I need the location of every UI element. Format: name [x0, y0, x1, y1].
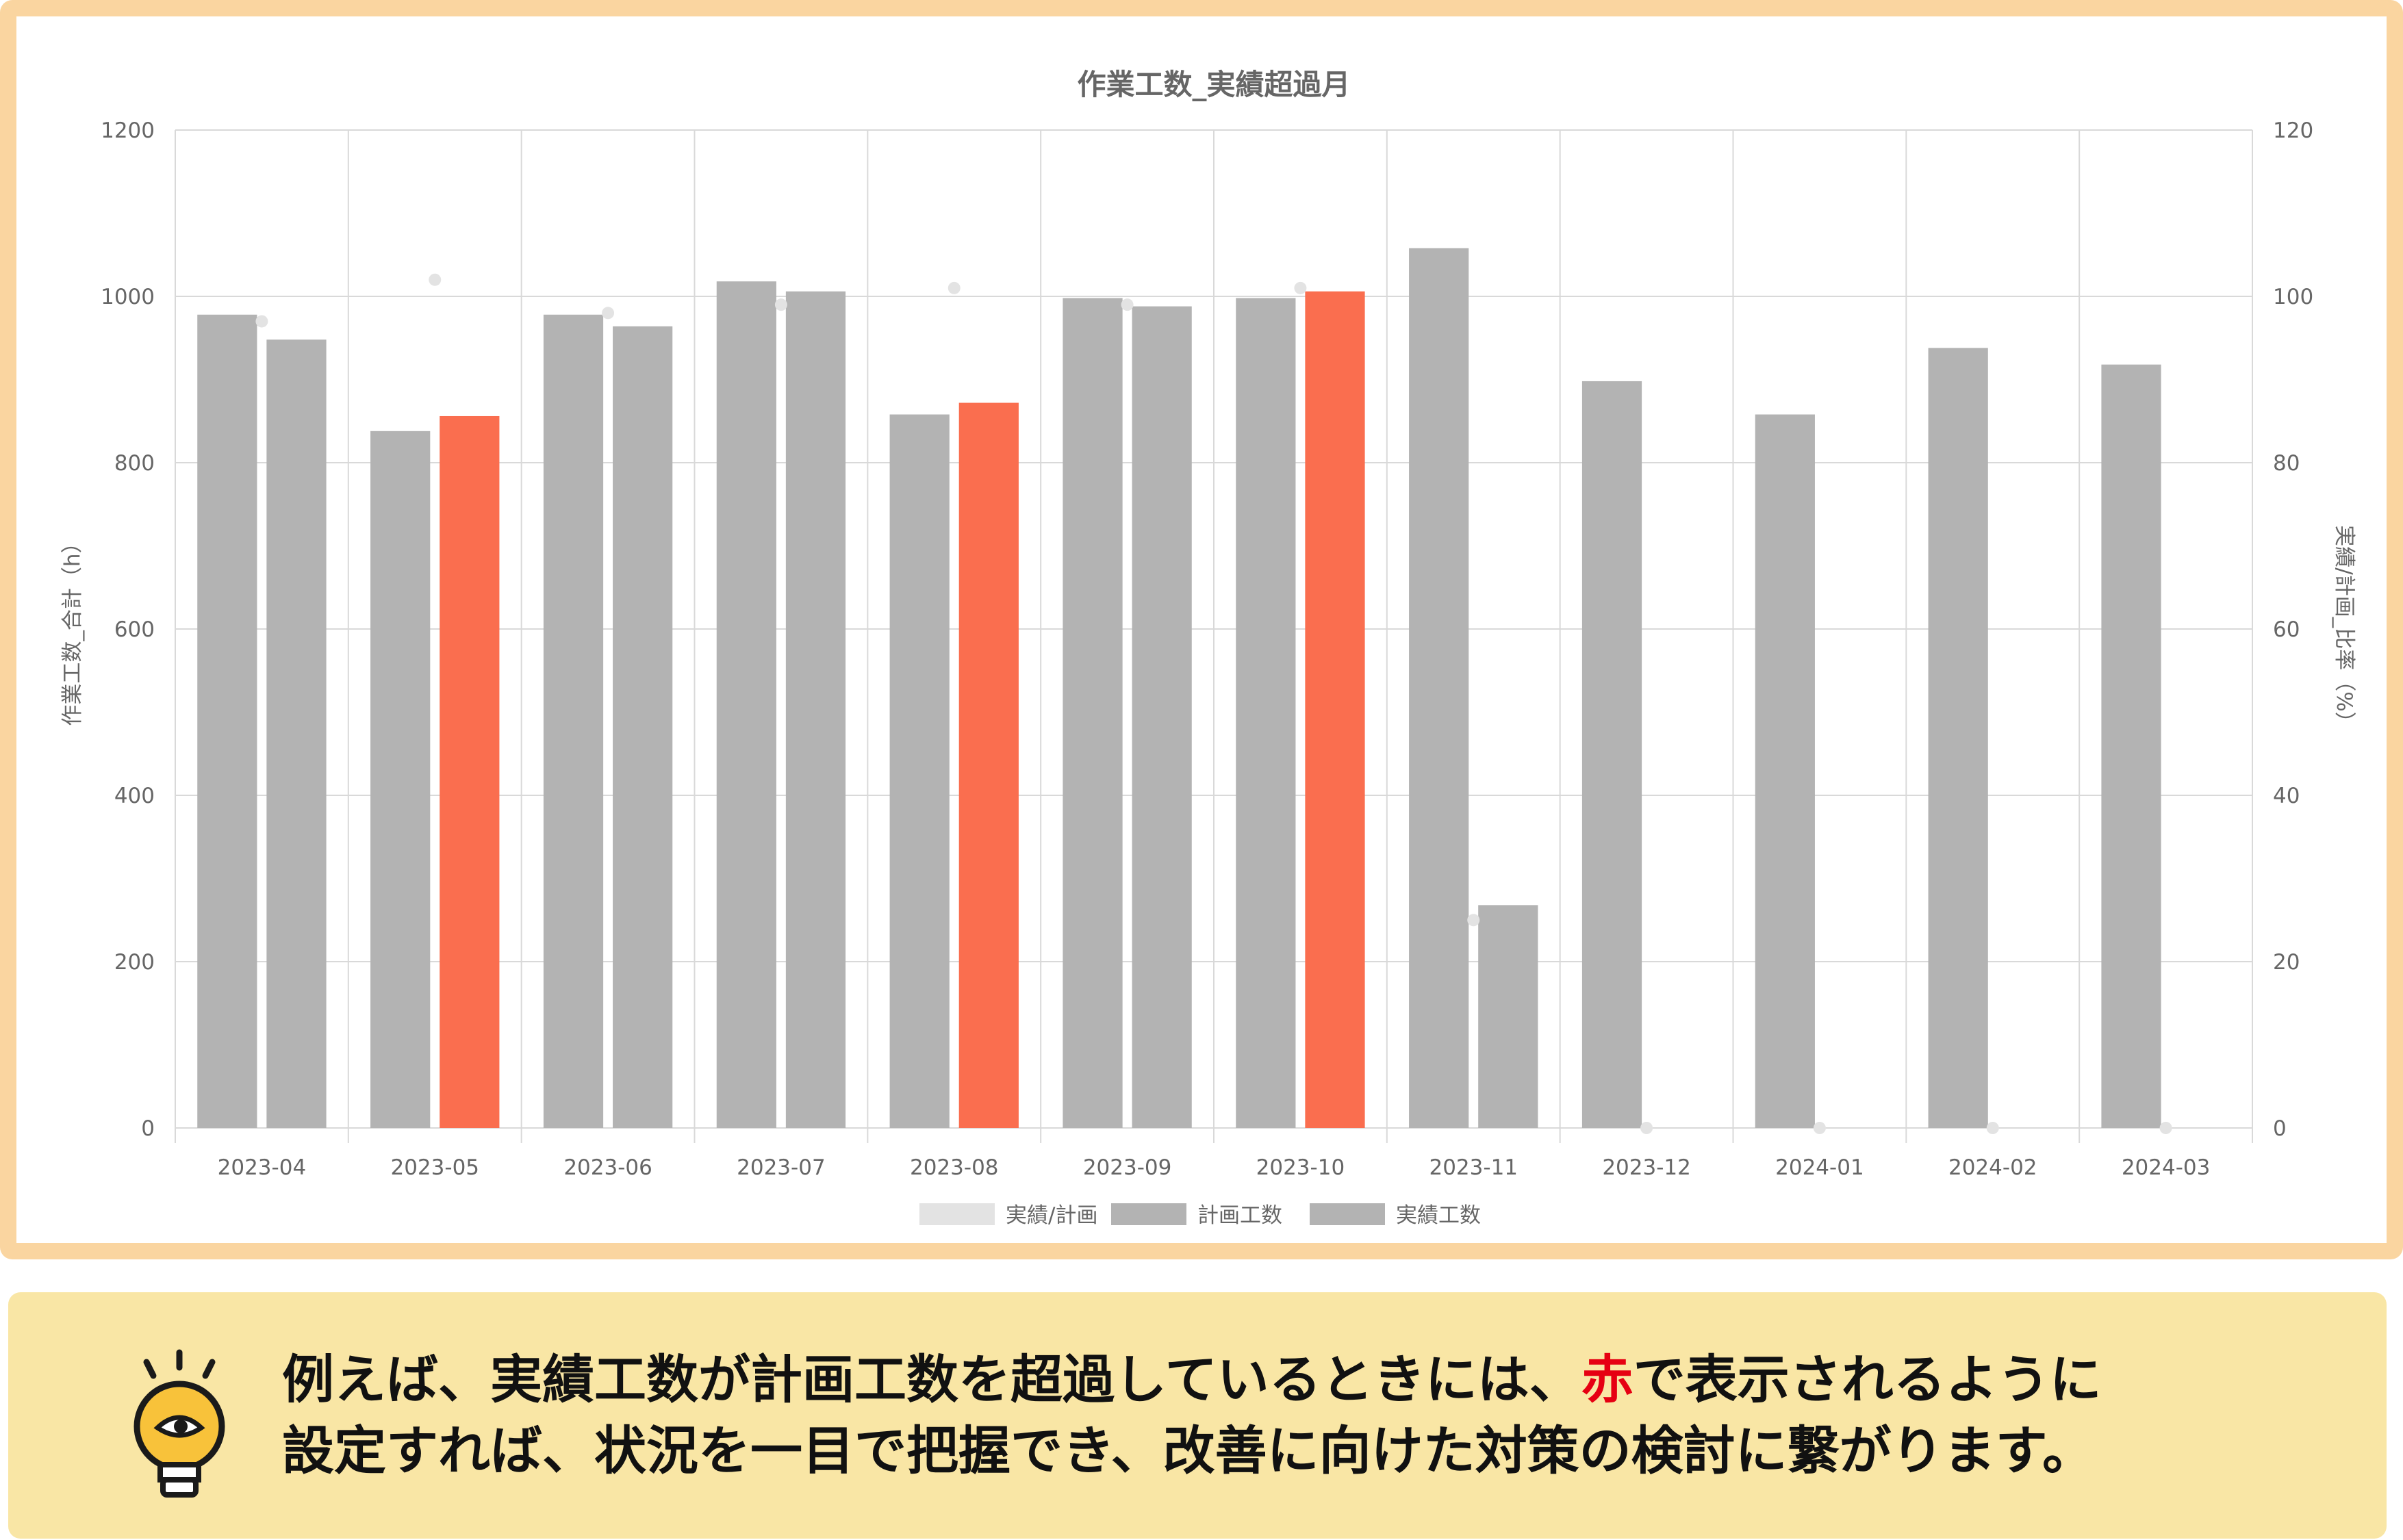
- x-tick-label: 2023-04: [218, 1155, 307, 1180]
- ratio-point: [1121, 298, 1134, 311]
- y-tick-label-left: 1000: [101, 285, 155, 309]
- bar-actual-exceeded: [1305, 291, 1365, 1129]
- x-tick-label: 2023-05: [390, 1155, 479, 1180]
- x-tick-label: 2024-01: [1775, 1155, 1864, 1180]
- bar-plan: [370, 431, 431, 1128]
- ratio-point: [255, 315, 268, 328]
- note-box: 例えば、実績工数が計画工数を超過しているときには、赤で表示されるように 設定すれ…: [8, 1292, 2387, 1539]
- bar-plan: [1063, 298, 1123, 1129]
- note-text: 例えば、実績工数が計画工数を超過しているときには、赤で表示されるように 設定すれ…: [282, 1344, 2363, 1487]
- bar-plan: [1236, 298, 1296, 1129]
- ratio-point: [429, 273, 442, 286]
- note-line-2: 設定すれば、状況を一目で把握でき、改善に向けた対策の検討に繋がります。: [282, 1420, 2095, 1481]
- y-tick-label-left: 600: [114, 617, 155, 642]
- chart-title: 作業工数_実績超過月: [1077, 68, 1350, 101]
- bar-actual-exceeded: [958, 402, 1019, 1128]
- y-tick-label-left: 400: [114, 784, 155, 808]
- y-axis-title-left: 作業工数_合計（h）: [60, 532, 85, 726]
- legend-swatch: [919, 1203, 995, 1225]
- bar-plan: [716, 281, 776, 1128]
- x-tick-label: 2024-03: [2122, 1155, 2211, 1180]
- legend-label: 実績工数: [1396, 1203, 1481, 1228]
- bar-plan: [1581, 381, 1642, 1129]
- ratio-point: [774, 298, 787, 311]
- bar-actual-exceeded: [440, 415, 500, 1129]
- bar-actual: [1132, 306, 1192, 1129]
- legend-swatch: [1310, 1203, 1385, 1225]
- bar-plan: [197, 314, 257, 1129]
- chart-card: 0 0 200 20 400 40 600 60 800 80 1000 100 1200 120 2023…: [0, 0, 2403, 1259]
- y-tick-label-left: 1200: [101, 118, 155, 143]
- y-tick-label-left: 800: [114, 451, 155, 476]
- bar-plan: [889, 414, 950, 1128]
- y-tick-label-left: 200: [114, 950, 155, 975]
- ratio-point: [1813, 1122, 1826, 1134]
- x-tick-label: 2023-12: [1602, 1155, 1691, 1180]
- legend-label: 計画工数: [1197, 1203, 1282, 1228]
- y-tick-label-right: 80: [2273, 451, 2300, 476]
- bar-plan: [1928, 348, 1988, 1129]
- y-tick-label-right: 60: [2273, 617, 2300, 642]
- y-tick-label-right: 120: [2273, 118, 2313, 143]
- combo-chart: 0 0 200 20 400 40 600 60 800 80 1000 100 1200 120 2023…: [60, 68, 2356, 1228]
- legend-swatch: [1111, 1203, 1186, 1225]
- x-tick-label: 2023-07: [737, 1155, 826, 1180]
- note-line-1: 例えば、実績工数が計画工数を超過しているときには、赤で表示されるように: [282, 1344, 2363, 1415]
- bar-plan: [1409, 248, 1469, 1128]
- bar-plan: [543, 314, 604, 1129]
- bar-actual: [1478, 905, 1538, 1128]
- x-tick-label: 2023-09: [1083, 1155, 1172, 1180]
- legend-label: 実績/計画: [1006, 1203, 1097, 1228]
- x-tick-label: 2023-08: [910, 1155, 999, 1180]
- y-tick-label-right: 40: [2273, 784, 2300, 808]
- bar-plan: [2101, 364, 2161, 1128]
- lightbulb-eye-icon: [134, 1349, 225, 1498]
- note-line-1-before: 例えば、実績工数が計画工数を超過しているときには、: [282, 1349, 1581, 1410]
- ratio-point: [1640, 1122, 1653, 1134]
- ratio-point: [1467, 914, 1480, 927]
- note-accent-red: 赤: [1581, 1349, 1633, 1410]
- bar-actual: [785, 291, 846, 1129]
- ratio-point: [2159, 1122, 2172, 1134]
- x-tick-label: 2023-10: [1256, 1155, 1345, 1180]
- bar-actual: [613, 326, 673, 1128]
- y-tick-label-right: 100: [2273, 285, 2313, 309]
- x-tick-label: 2023-06: [563, 1155, 652, 1180]
- ratio-point: [602, 307, 615, 320]
- ratio-point: [948, 281, 961, 294]
- x-tick-label: 2024-02: [1948, 1155, 2037, 1180]
- y-tick-label-left: 0: [141, 1116, 155, 1141]
- ratio-point: [1986, 1122, 1999, 1134]
- y-tick-label-right: 0: [2273, 1116, 2287, 1141]
- bar-plan: [1755, 414, 1815, 1128]
- x-tick-label: 2023-11: [1429, 1155, 1518, 1180]
- ratio-point: [1294, 281, 1307, 294]
- bar-actual: [266, 339, 327, 1129]
- y-tick-label-right: 20: [2273, 950, 2300, 975]
- y-axis-title-right: 実績/計画_比率（%）: [2332, 525, 2356, 732]
- note-line-1-after: で表示されるように: [1633, 1349, 2102, 1410]
